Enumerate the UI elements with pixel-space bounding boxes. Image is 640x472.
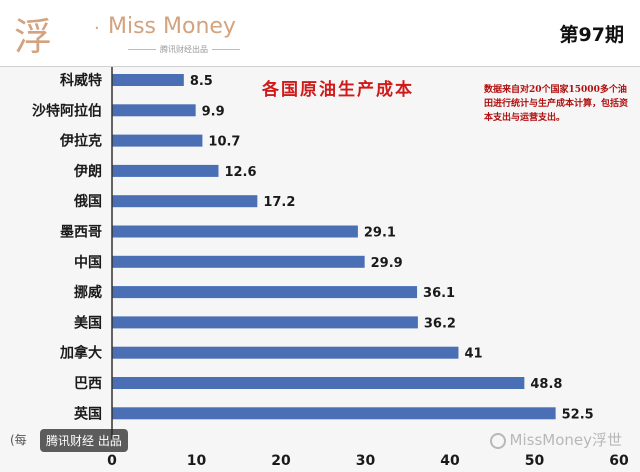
bar-7 xyxy=(112,286,418,299)
x-tick-label: 0 xyxy=(107,453,117,469)
header-bar: 浮世 · Miss Money 腾讯财经出品 第97期 xyxy=(0,0,640,114)
chart-frame: 科威特沙特阿拉伯伊拉克伊朗俄国墨西哥中国挪威美国加拿大巴西英国 8.5 9.9 10… xyxy=(0,66,640,472)
x-tick-label: 20 xyxy=(271,453,291,469)
bar-10 xyxy=(112,377,525,389)
brand-logo-subtitle: 腾讯财经出品 xyxy=(124,44,244,55)
value-label: 8.5 xyxy=(190,74,213,89)
value-label: 17.2 xyxy=(263,195,295,210)
bar-1 xyxy=(112,104,196,117)
value-label: 12.6 xyxy=(224,165,256,180)
category-label: 伊拉克 xyxy=(59,133,102,150)
watermark: MissMoney浮世 xyxy=(489,429,622,450)
category-label: 中国 xyxy=(74,254,102,271)
bar-2 xyxy=(112,134,203,147)
category-label: 沙特阿拉伯 xyxy=(32,102,102,119)
brand-logo-name: Miss Money xyxy=(108,14,236,39)
issue-number: 第97期 xyxy=(559,24,624,46)
x-tick-label: 10 xyxy=(187,453,207,469)
bar-3 xyxy=(112,164,219,177)
value-label: 36.2 xyxy=(424,316,456,331)
footer-corner-text: (每 xyxy=(10,433,27,447)
footer-source-tag: 腾讯财经 出品 xyxy=(40,429,128,452)
x-tick-labels: 0 10 20 30 40 50 60 xyxy=(107,453,629,469)
wechat-icon xyxy=(489,432,506,449)
category-label: 挪威 xyxy=(74,284,102,301)
category-label: 巴西 xyxy=(74,376,102,392)
value-label: 48.8 xyxy=(530,377,562,392)
value-label: 36.1 xyxy=(423,286,455,301)
value-label: 29.9 xyxy=(371,256,403,271)
bar-8 xyxy=(112,316,418,329)
value-label: 52.5 xyxy=(562,407,594,422)
x-tick-label: 50 xyxy=(525,453,545,469)
bar-4 xyxy=(112,195,258,208)
bars-layer xyxy=(112,74,556,420)
category-label: 墨西哥 xyxy=(60,225,102,241)
value-label: 9.9 xyxy=(202,104,225,119)
x-tick-label: 60 xyxy=(609,453,629,469)
category-label: 科威特 xyxy=(60,72,102,89)
bar-11 xyxy=(112,407,556,420)
value-labels: 8.5 9.9 10.7 12.6 17.2 29.1 29.9 36.1 36.2 41 48.8… xyxy=(190,74,594,422)
value-label: 10.7 xyxy=(208,135,240,150)
bar-0 xyxy=(112,74,184,86)
value-label: 29.1 xyxy=(364,226,396,241)
category-label: 俄国 xyxy=(73,193,102,210)
watermark-text: MissMoney浮世 xyxy=(509,431,622,449)
bar-5 xyxy=(112,225,358,238)
chart-note: 数据来自对20个国家15000多个油田进行统计与生产成本计算，包括资本支出与运营… xyxy=(484,85,629,123)
category-label: 美国 xyxy=(74,314,102,331)
x-tick-label: 40 xyxy=(440,453,460,469)
category-label: 加拿大 xyxy=(59,345,102,362)
bar-9 xyxy=(112,346,459,359)
category-label: 英国 xyxy=(73,405,102,422)
x-tick-label: 30 xyxy=(356,453,376,469)
category-label: 伊朗 xyxy=(73,163,102,180)
chart-title: 各国原油生产成本 xyxy=(262,80,414,100)
bar-6 xyxy=(112,255,365,268)
brand-logo-dot: · xyxy=(94,18,100,39)
value-label: 41 xyxy=(464,347,482,362)
